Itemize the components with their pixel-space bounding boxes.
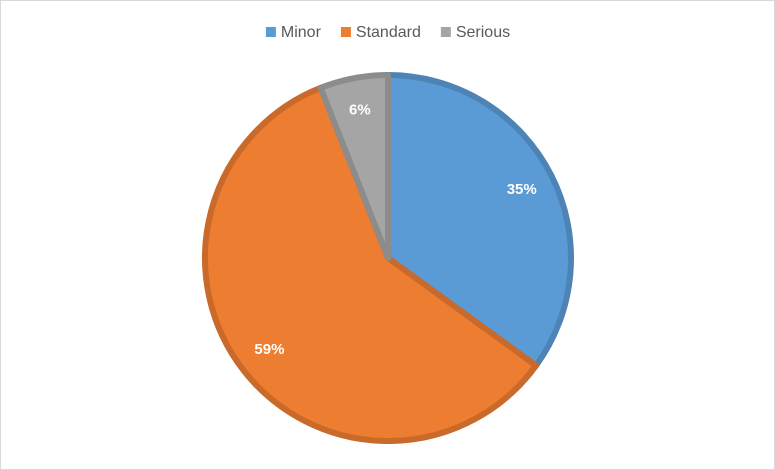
legend-label: Minor (281, 24, 322, 41)
legend-swatch (265, 27, 276, 37)
legend-label: Standard (356, 24, 421, 41)
value-label: 59% (254, 341, 284, 358)
legend-swatch (340, 27, 351, 37)
value-label: 35% (507, 181, 537, 198)
legend-label: Serious (456, 24, 510, 41)
value-label: 6% (349, 102, 371, 119)
pie-slice (202, 84, 540, 444)
pie-slice (385, 72, 574, 369)
legend-swatch (440, 27, 451, 37)
pie-slice (317, 72, 391, 261)
